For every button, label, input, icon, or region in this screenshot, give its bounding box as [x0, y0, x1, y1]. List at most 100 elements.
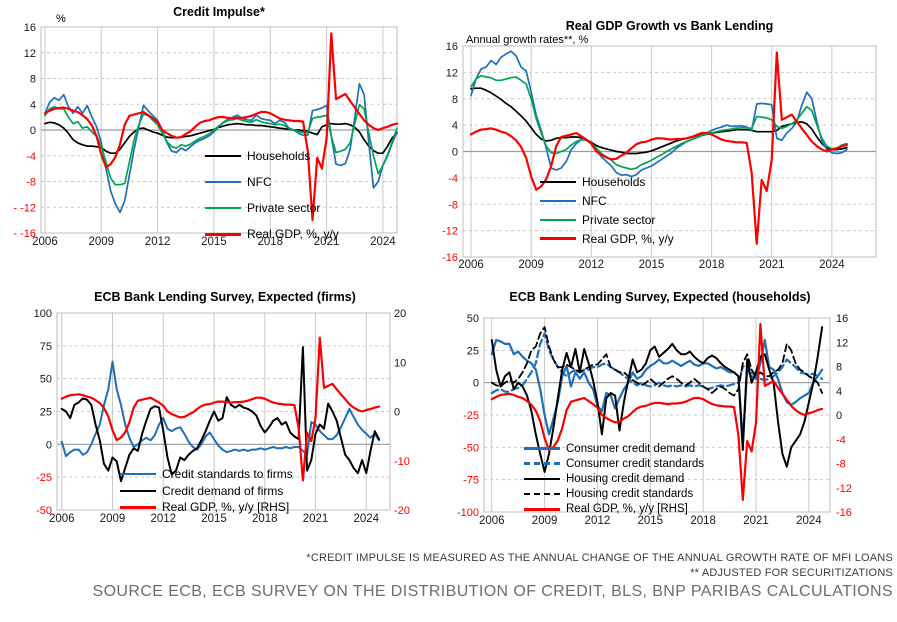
legend-label: Credit standards to firms: [162, 467, 293, 482]
x-axis-tick-label: 2009: [88, 236, 114, 248]
legend-line-swatch: [524, 447, 560, 451]
legend-line-swatch: [524, 462, 560, 466]
legend-line-swatch: [540, 199, 576, 202]
source-line: SOURCE ECB, ECB SURVEY ON THE DISTRIBUTI…: [92, 583, 893, 600]
footnote-securitizations: ** ADJUSTED FOR SECURITIZATIONS: [690, 567, 893, 579]
plot-border: [56, 312, 391, 511]
legend-item: Households: [205, 143, 339, 169]
x-axis-tick-label: 2015: [201, 236, 227, 248]
footnote-credit-impulse: *CREDIT IMPULSE IS MEASURED AS THE ANNUA…: [306, 552, 893, 564]
legend-item: Real GDP, %, y/y [RHS]: [120, 499, 293, 516]
y-axis-tick-label-right: 0: [836, 410, 842, 422]
y-axis-tick-label-right: 0: [394, 407, 400, 419]
legend-label: Households: [247, 149, 311, 163]
y-axis-tick-label-right: -16: [836, 507, 852, 519]
legend-bls-households: Consumer credit demand Consumer credit st…: [524, 441, 704, 517]
x-axis-tick-label: 2024: [354, 513, 380, 525]
x-axis-tick-label: 2024: [370, 236, 396, 248]
y-axis-tick-label-left: 100: [34, 308, 52, 320]
x-axis-tick-label: 2018: [699, 259, 725, 271]
plot-border: [462, 45, 877, 258]
y-axis-tick-label-left: 8: [452, 94, 458, 106]
y-axis-unit-label-percent: %: [56, 13, 66, 25]
y-axis-tick-label-right: -4: [836, 434, 846, 446]
series-line-real-gdp-y-y-rhs-: [60, 336, 381, 482]
legend-item: Housing credit standards: [524, 487, 704, 502]
legend-line-swatch: [540, 218, 576, 221]
y-axis-tick-label-left: 50: [40, 374, 52, 386]
series-line-households: [470, 87, 848, 155]
legend-label: Consumer credit standards: [566, 457, 705, 470]
x-axis-tick-label: 2015: [201, 513, 227, 525]
series-line-real-gdp-y-y-rhs-: [490, 323, 824, 501]
x-axis-tick-label: 2009: [518, 259, 544, 271]
y-axis-tick-label-left: 0: [30, 125, 36, 137]
legend-item: Private sector: [205, 195, 339, 221]
x-axis-tick-label: 2006: [32, 236, 58, 248]
legend-line-swatch: [205, 181, 241, 183]
legend-line-swatch: [540, 180, 576, 183]
legend-label: Real GDP, %, y/y: [582, 231, 674, 246]
y-axis-tick-label-right: 4: [836, 386, 842, 398]
y-axis-tick-label-left: -4: [26, 151, 36, 163]
y-axis-tick-label-right: -20: [394, 505, 410, 517]
legend-credit-impulse: Households NFC Private sector Real GDP, %, …: [205, 143, 339, 247]
y-axis-tick-label-left: 12: [446, 67, 458, 79]
x-axis-tick-label: 2021: [743, 515, 769, 527]
legend-line-swatch: [120, 473, 156, 476]
y-axis-tick-label-left: - -12: [13, 202, 36, 214]
y-axis-tick-label-left: 25: [40, 407, 52, 419]
x-axis-tick-label: 2021: [314, 236, 340, 248]
legend-label: Households: [582, 174, 646, 189]
y-axis-tick-label-left: 16: [24, 22, 36, 34]
x-axis-tick-label: 2021: [759, 259, 785, 271]
x-axis-tick-label: 2015: [639, 259, 665, 271]
x-axis-tick-label: 2009: [100, 513, 126, 525]
series-line-credit-demand-of-firms: [60, 346, 380, 483]
x-axis-tick-label: 2012: [145, 236, 171, 248]
legend-label: Housing credit standards: [566, 488, 694, 501]
legend-item: Households: [540, 172, 674, 191]
y-axis-tick-label-left: -50: [463, 442, 479, 454]
legend-line-swatch: [205, 155, 241, 157]
legend-label: Real GDP, %, y/y: [247, 227, 339, 241]
legend-label: Private sector: [247, 201, 321, 215]
series-line-nfc: [470, 50, 848, 178]
plot-border: [483, 317, 831, 513]
series-line-consumer-credit-demand: [490, 338, 824, 442]
y-axis-tick-label-left: 16: [446, 41, 458, 53]
x-axis-tick-label: 2012: [579, 259, 605, 271]
annual-growth-rates-label: Annual growth rates**, %: [466, 34, 589, 46]
x-axis-tick-label: 2024: [796, 515, 822, 527]
chart-title-bls-households: ECB Bank Lending Survey, Expected (house…: [509, 290, 811, 304]
x-axis-tick-label: 2021: [303, 513, 329, 525]
legend-item: Consumer credit demand: [524, 441, 704, 456]
y-axis-tick-label-left: -4: [448, 173, 458, 185]
x-axis-tick-label: 2024: [819, 259, 845, 271]
y-axis-tick-label-left: -8: [448, 199, 458, 211]
legend-item: Real GDP, %, y/y: [540, 229, 674, 248]
legend-item: NFC: [205, 169, 339, 195]
y-axis-tick-label-left: 12: [24, 48, 36, 60]
y-axis-tick-label-right: 20: [394, 308, 406, 320]
y-axis-tick-label-left: 8: [30, 74, 36, 86]
y-axis-tick-label-left: -25: [463, 410, 479, 422]
y-axis-tick-label-left: -100: [457, 507, 479, 519]
legend-item: NFC: [540, 191, 674, 210]
legend-line-swatch: [120, 489, 156, 492]
y-axis-tick-label-right: 16: [836, 313, 848, 325]
series-line-real-gdp-y-y: [43, 32, 399, 222]
legend-item: Credit standards to firms: [120, 466, 293, 483]
legend-item: Real GDP, %, y/y [RHS]: [524, 502, 704, 517]
y-axis-tick-label-left: -8: [26, 177, 36, 189]
legend-item: Housing credit demand: [524, 471, 704, 486]
legend-label: Consumer credit demand: [566, 442, 696, 455]
y-axis-tick-label-left: 4: [452, 120, 458, 132]
legend-line-swatch: [205, 232, 241, 236]
legend-item: Real GDP, %, y/y: [205, 221, 339, 247]
y-axis-tick-label-right: -12: [836, 483, 852, 495]
legend-label: NFC: [247, 175, 272, 189]
series-line-real-gdp-y-y: [469, 51, 849, 245]
y-axis-tick-label-left: -16: [442, 252, 458, 264]
